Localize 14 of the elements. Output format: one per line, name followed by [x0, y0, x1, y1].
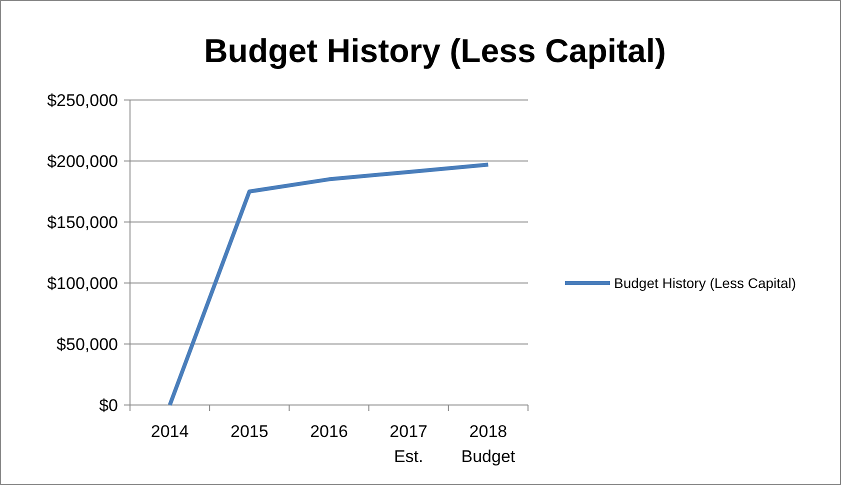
- line-series: [168, 162, 490, 407]
- x-tick-label: 2017 Est.: [390, 422, 428, 466]
- x-tick-label: 2016: [310, 422, 348, 441]
- legend-label: Budget History (Less Capital): [614, 275, 796, 291]
- chart-title: Budget History (Less Capital): [204, 32, 666, 69]
- y-tick-label: $150,000: [47, 213, 118, 232]
- y-tick-label: $100,000: [47, 274, 118, 293]
- x-tick-label: 2015: [230, 422, 268, 441]
- y-tick-label: $200,000: [47, 152, 118, 171]
- x-tick-label: 2014: [150, 422, 189, 441]
- y-tick-label: $50,000: [56, 335, 118, 354]
- x-tick-label: 2018 Budget: [461, 422, 516, 466]
- y-tick-label: $0: [99, 396, 118, 415]
- y-tick-label: $250,000: [47, 91, 118, 110]
